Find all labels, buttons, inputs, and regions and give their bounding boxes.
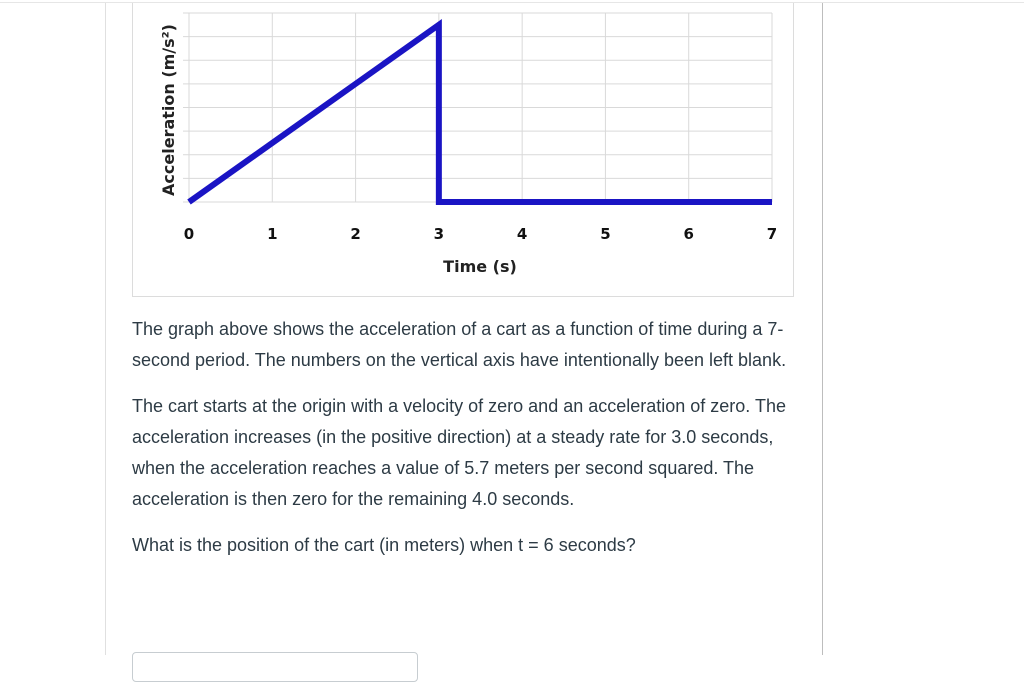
x-tick-label: 6 xyxy=(683,225,693,243)
question-prompt: What is the position of the cart (in met… xyxy=(132,535,636,555)
acceleration-line xyxy=(187,19,772,205)
x-tick-label: 4 xyxy=(517,225,527,243)
chart-canvas: 0 1 2 3 4 5 6 7 Time (s) Acceleration (m/s²) xyxy=(159,12,777,276)
x-tick-label: 3 xyxy=(434,225,444,243)
question-text: The graph above shows the acceleration o… xyxy=(132,314,802,576)
x-tick-label: 1 xyxy=(267,225,277,243)
answer-input[interactable] xyxy=(132,652,418,682)
y-axis-title: Acceleration (m/s²) xyxy=(159,24,178,196)
question-paragraph-2: The cart starts at the origin with a vel… xyxy=(132,396,787,509)
x-tick-label: 7 xyxy=(767,225,777,243)
question-paragraph-1: The graph above shows the acceleration o… xyxy=(132,319,787,370)
x-tick-label: 0 xyxy=(184,225,194,243)
acceleration-time-chart: 0 1 2 3 4 5 6 7 Time (s) Acceleration (m/s²) xyxy=(132,3,794,297)
x-tick-label: 5 xyxy=(600,225,610,243)
left-content-border xyxy=(105,3,106,655)
x-tick-label: 2 xyxy=(350,225,360,243)
right-content-border xyxy=(822,3,823,655)
x-axis-title: Time (s) xyxy=(443,257,517,276)
top-divider xyxy=(0,2,1024,3)
